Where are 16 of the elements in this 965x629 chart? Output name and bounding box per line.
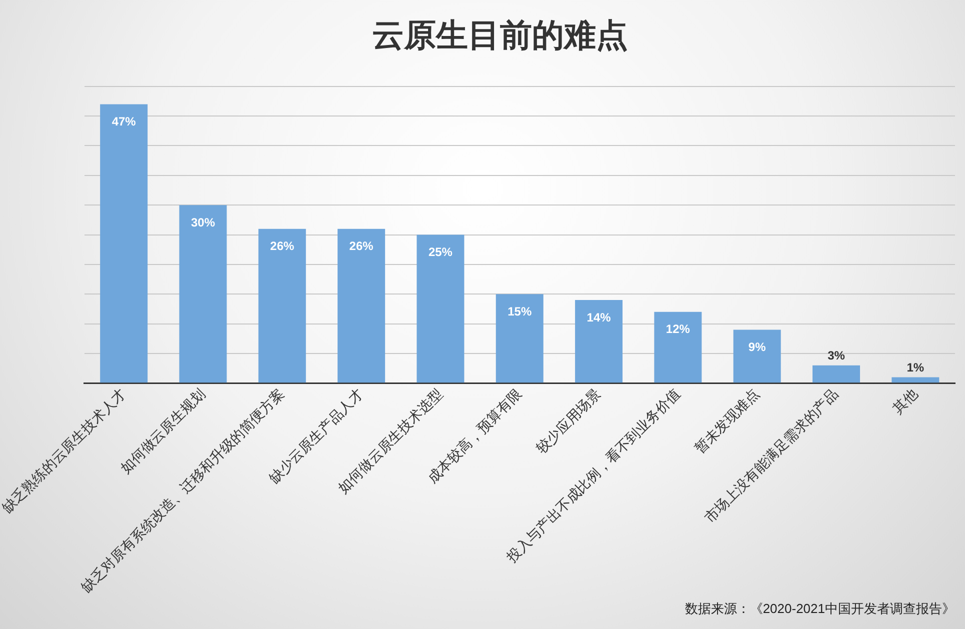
source-note: 数据来源：《2020-2021中国开发者调查报告》 [684, 601, 955, 616]
data-label: 1% [906, 360, 924, 375]
data-label: 12% [666, 322, 690, 336]
data-label: 9% [748, 340, 766, 354]
data-label: 26% [270, 239, 294, 254]
x-tick-label: 暂未发现难点 [691, 386, 762, 456]
data-label: 3% [828, 348, 846, 363]
x-tick-label: 其他 [889, 386, 920, 417]
data-label: 25% [428, 245, 453, 260]
data-label: 26% [349, 239, 374, 254]
x-tick-label: 较少应用场景 [532, 386, 604, 456]
chart-title: 云原生目前的难点 [372, 17, 628, 54]
data-label: 15% [508, 304, 532, 318]
data-label: 47% [112, 114, 136, 129]
data-label: 30% [190, 215, 216, 230]
data-label: 14% [586, 310, 612, 324]
